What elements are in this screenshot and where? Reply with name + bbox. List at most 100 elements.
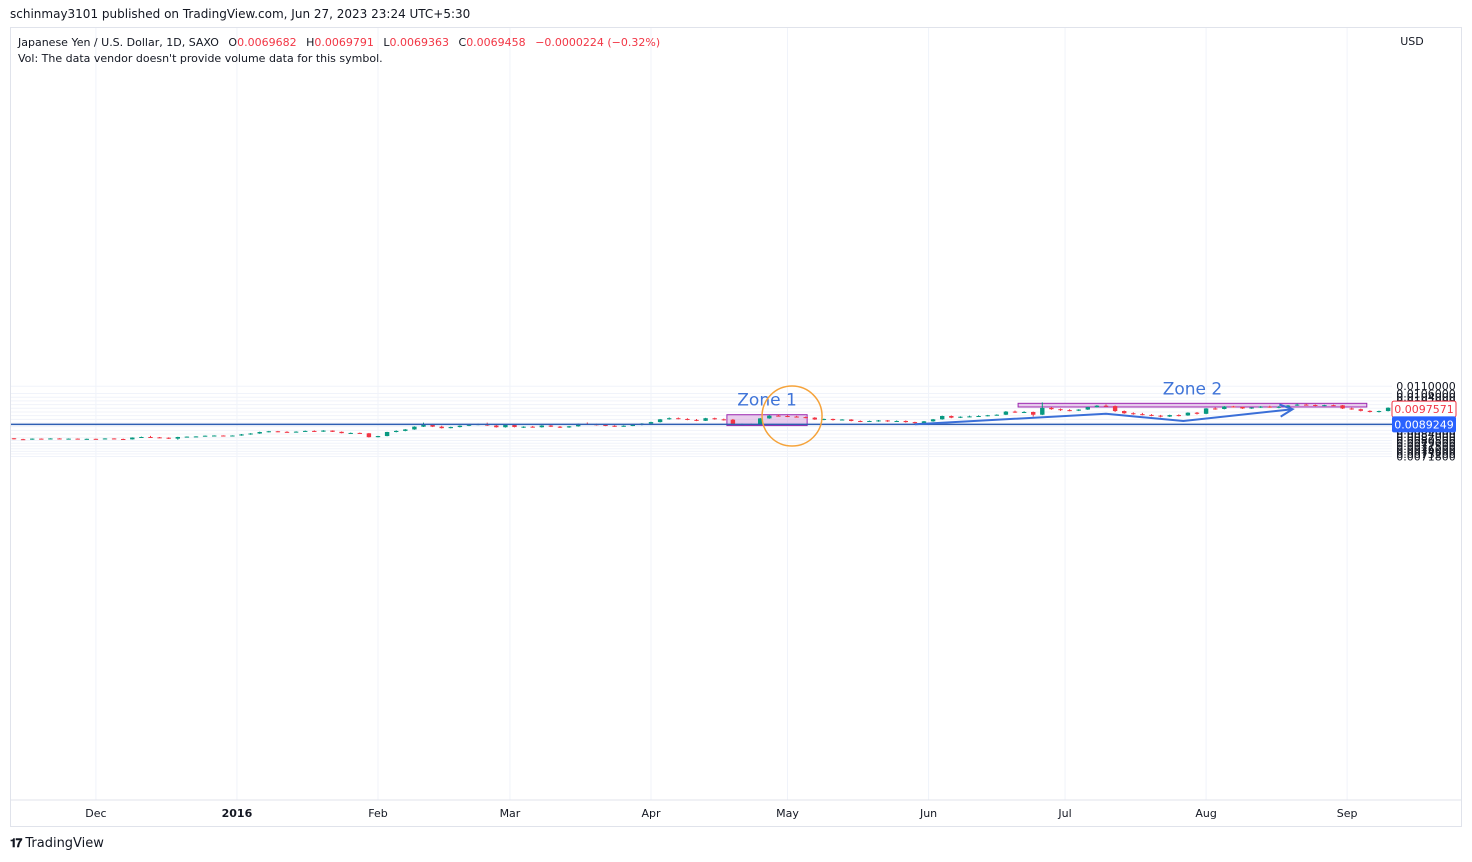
candle-body (566, 426, 572, 428)
candle (121, 438, 126, 441)
candle (448, 426, 453, 429)
candle-body (730, 419, 736, 425)
y-tick-label: 0.0110000 (1396, 380, 1456, 393)
candle-body (1322, 405, 1327, 407)
candle-body (157, 437, 162, 439)
candle-body (876, 420, 881, 422)
candle-body (1313, 404, 1318, 406)
candle-body (849, 419, 854, 421)
candle-body (503, 425, 508, 428)
candle (230, 435, 235, 437)
candle-body (66, 438, 71, 440)
candle (885, 420, 890, 422)
time-axis: Dec 2016 Feb Mar Apr May Jun Jul Aug Sep (11, 799, 1461, 820)
candle-body (912, 422, 918, 424)
close-value: 0.0069458 (466, 36, 526, 49)
candle-body (994, 414, 999, 416)
candle-body (466, 424, 472, 426)
candle (1322, 404, 1327, 407)
candle-body (48, 438, 53, 440)
candle-body (348, 432, 353, 434)
x-tick-label: Sep (1337, 807, 1358, 820)
candle (685, 418, 690, 421)
candle-body (230, 435, 235, 437)
candle-body (1349, 408, 1354, 410)
candle (348, 432, 353, 434)
chart-grid (11, 28, 1392, 800)
candle-body (430, 424, 435, 427)
candle-body (940, 416, 945, 420)
candle-body (184, 436, 190, 438)
candle (1149, 414, 1154, 417)
candle-body (303, 430, 308, 432)
candle (412, 426, 417, 430)
candle (1313, 404, 1318, 407)
symbol-legend: Japanese Yen / U.S. Dollar, 1D, SAXO O0.… (18, 35, 660, 67)
candle (1240, 406, 1245, 409)
candle-body (858, 420, 863, 422)
candle-body (648, 422, 654, 424)
candle (821, 418, 827, 421)
y-tick-label: 0.0106000 (1396, 388, 1456, 401)
candle-body (1049, 407, 1054, 410)
candle-body (111, 438, 117, 440)
candle-body (767, 415, 772, 419)
currency-label: USD (1400, 35, 1424, 48)
candle (1140, 412, 1145, 416)
candle-body (885, 420, 890, 422)
candle (1294, 403, 1300, 406)
tradingview-logo-icon: 𝟏𝟕 (10, 836, 22, 850)
candle (566, 425, 572, 428)
candle-body (275, 431, 281, 433)
candle-body (1122, 411, 1127, 414)
zone-label: Zone 2 (1163, 379, 1223, 399)
candle-body (1067, 410, 1072, 412)
candle-body (1131, 413, 1136, 415)
open-value: 0.0069682 (237, 36, 297, 49)
candle (212, 435, 217, 437)
candle (1194, 411, 1200, 415)
candle (248, 433, 253, 435)
candle (712, 417, 717, 420)
candle-body (1176, 415, 1181, 417)
candle-body (175, 436, 180, 439)
candle-body (321, 430, 326, 432)
candle-body (130, 437, 135, 440)
price-tag-text: 0.0097571 (1394, 403, 1454, 416)
candle-body (1094, 405, 1100, 408)
candle-body (1258, 406, 1263, 408)
close-label: C (458, 36, 467, 49)
candle-body (293, 431, 299, 433)
candle (985, 414, 990, 417)
candle (930, 418, 936, 422)
candle-body (166, 437, 171, 439)
y-tick-label: 0.0077500 (1396, 440, 1456, 453)
candle-body (539, 425, 544, 428)
candle-body (457, 425, 463, 428)
low-value: 0.0069363 (389, 36, 450, 49)
y-tick-label: 0.0073200 (1396, 448, 1456, 461)
highlight-circle (761, 385, 823, 447)
candle-body (1358, 409, 1363, 411)
candle (366, 432, 372, 438)
candle (621, 425, 626, 427)
candle-body (1158, 415, 1163, 417)
candle-body (193, 436, 199, 438)
candle (785, 415, 790, 418)
candle (976, 415, 981, 418)
candle-body (839, 419, 845, 421)
candle (457, 425, 463, 428)
candle-body (1231, 406, 1236, 408)
candle (758, 418, 763, 425)
candle-body (976, 416, 981, 418)
candle (39, 438, 44, 440)
tradingview-brand[interactable]: 𝟏𝟕 TradingView (10, 836, 104, 851)
candle (375, 435, 381, 438)
candle-body (403, 429, 408, 431)
candle (257, 431, 262, 434)
candle-body (621, 425, 626, 427)
candle-body (685, 418, 690, 420)
candle (48, 438, 53, 440)
candle (903, 420, 908, 423)
